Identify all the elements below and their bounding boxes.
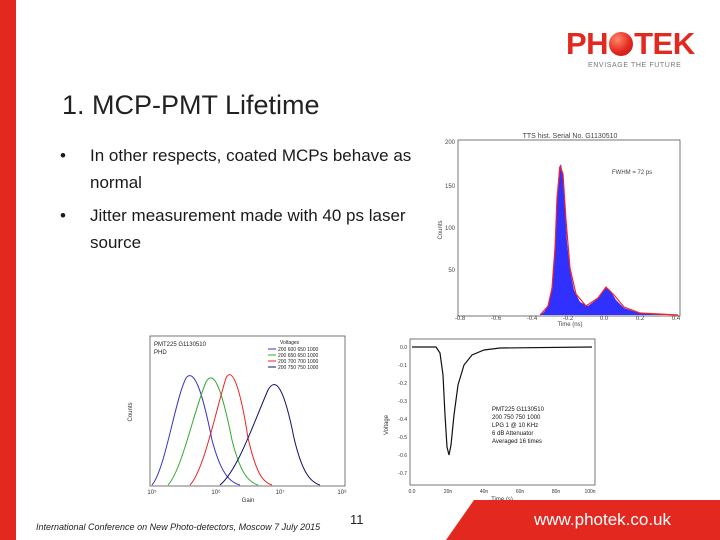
logo-wordmark: PH TEK bbox=[566, 26, 695, 61]
tts-title: TTS hist. Serial No. G1130510 bbox=[523, 133, 618, 140]
bullet-dot-icon: • bbox=[60, 206, 66, 225]
phd-xtick: 10⁶ bbox=[211, 489, 221, 496]
website-url[interactable]: www.photek.co.uk bbox=[534, 510, 672, 529]
phd-curve-700 bbox=[189, 374, 273, 486]
phd-curve-600 bbox=[151, 375, 241, 486]
phd-xtick: 10⁷ bbox=[276, 489, 285, 496]
pulse-ytick: -0.2 bbox=[398, 381, 407, 387]
pulse-xtick: 20n bbox=[444, 489, 453, 495]
tts-ytick: 100 bbox=[445, 226, 456, 232]
phd-figure: PMT225 G1130510 PHD Voltages 200 600 650… bbox=[120, 330, 355, 505]
pulse-xtick: 40n bbox=[480, 489, 489, 495]
pulse-info-line: LPG 1 @ 10 KHz bbox=[492, 423, 538, 429]
phd-legend-subtitle: PHD bbox=[154, 350, 167, 356]
pulse-info-line: 6 dB Attenuator bbox=[492, 431, 533, 437]
tts-fit-line bbox=[539, 165, 679, 316]
pulse-waveform-line bbox=[412, 346, 593, 456]
tts-histogram-svg: TTS hist. Serial No. G1130510 Counts Tim… bbox=[438, 133, 681, 328]
pulse-ytick: -0.4 bbox=[398, 417, 407, 423]
tts-xtick: -0.6 bbox=[491, 316, 502, 322]
logo-o-sphere-icon bbox=[609, 32, 634, 56]
tts-xtick: 0.2 bbox=[636, 316, 645, 322]
pulse-svg: Voltage Time (s) 0.0 -0.1 -0.2 -0.3 -0.4… bbox=[384, 338, 596, 503]
pulse-ytick: -0.3 bbox=[398, 399, 407, 405]
bullet-item: • In other respects, coated MCPs behave … bbox=[60, 142, 420, 196]
phd-voltage-header: Voltages bbox=[280, 340, 300, 346]
phd-legend-entry: 200 750 750 1000 bbox=[278, 365, 319, 371]
tts-xtick: 0.0 bbox=[600, 316, 609, 322]
phd-svg: PMT225 G1130510 PHD Voltages 200 600 650… bbox=[128, 335, 347, 504]
logo-tagline: ENVISAGE THE FUTURE bbox=[588, 62, 682, 69]
phd-xtick: 10⁸ bbox=[337, 489, 347, 496]
pulse-info-line: PMT225 G1130510 bbox=[492, 407, 545, 413]
bullet-list: • In other respects, coated MCPs behave … bbox=[60, 142, 420, 262]
tts-plot-frame bbox=[457, 139, 681, 317]
page-number: 11 bbox=[350, 512, 364, 527]
phd-legend-title: PMT225 G1130510 bbox=[154, 342, 207, 348]
slide-title: 1. MCP-PMT Lifetime bbox=[62, 90, 320, 120]
phd-plot-frame bbox=[149, 335, 346, 487]
pulse-plot-frame bbox=[409, 338, 596, 486]
tts-ytick: 50 bbox=[448, 268, 455, 274]
footer-conference: International Conference on New Photo-de… bbox=[36, 522, 321, 532]
tts-xtick: 0.4 bbox=[672, 316, 681, 322]
pulse-info-line: 200 750 750 1000 bbox=[492, 415, 541, 421]
tts-xlabel: Time (ns) bbox=[557, 322, 582, 328]
pulse-xtick: 0.0 bbox=[409, 489, 416, 495]
pulse-info-line: Averaged 16 times bbox=[492, 439, 542, 445]
phd-curve-750 bbox=[219, 384, 321, 486]
tts-xtick: -0.4 bbox=[527, 316, 538, 322]
pulse-ytick: -0.6 bbox=[398, 453, 407, 459]
bullet-text: In other respects, coated MCPs behave as… bbox=[90, 146, 412, 192]
pulse-ytick: 0.0 bbox=[400, 345, 407, 351]
tts-xtick: -0.8 bbox=[455, 316, 466, 322]
phd-xlabel: Gain bbox=[242, 498, 255, 504]
tts-histogram-figure: TTS hist. Serial No. G1130510 Counts Tim… bbox=[420, 130, 690, 330]
bullet-dot-icon: • bbox=[60, 146, 66, 165]
pulse-ylabel: Voltage bbox=[384, 414, 390, 435]
pulse-xtick: 80n bbox=[552, 489, 561, 495]
left-accent-bar bbox=[0, 0, 16, 540]
phd-ylabel: Counts bbox=[128, 402, 134, 421]
url-banner bbox=[446, 500, 720, 540]
tts-ylabel: Counts bbox=[438, 220, 444, 239]
pulse-ytick: -0.7 bbox=[398, 471, 407, 477]
tts-histogram-area bbox=[460, 164, 678, 315]
pulse-ytick: -0.1 bbox=[398, 363, 407, 369]
bullet-item: • Jitter measurement made with 40 ps las… bbox=[60, 202, 420, 256]
tts-ytick: 200 bbox=[445, 140, 456, 146]
tts-fwhm-annotation: FWHM = 72 ps bbox=[612, 170, 652, 176]
pulse-xtick: 100n bbox=[584, 489, 595, 495]
pulse-ytick: -0.5 bbox=[398, 435, 407, 441]
phd-xtick: 10⁵ bbox=[147, 489, 157, 496]
bullet-text: Jitter measurement made with 40 ps laser… bbox=[90, 206, 406, 252]
phd-legend-entry: 200 650 650 1000 bbox=[278, 353, 319, 359]
photek-logo: PH TEK ENVISAGE THE FUTURE bbox=[566, 26, 696, 76]
phd-legend-entry: 200 700 700 1000 bbox=[278, 359, 319, 365]
pulse-waveform-figure: Voltage Time (s) 0.0 -0.1 -0.2 -0.3 -0.4… bbox=[380, 335, 605, 505]
phd-curve-650 bbox=[167, 377, 259, 486]
tts-ytick: 150 bbox=[445, 184, 456, 190]
tts-xtick: -0.2 bbox=[563, 316, 574, 322]
phd-legend-entry: 200 600 650 1000 bbox=[278, 347, 319, 353]
pulse-xtick: 60n bbox=[516, 489, 525, 495]
